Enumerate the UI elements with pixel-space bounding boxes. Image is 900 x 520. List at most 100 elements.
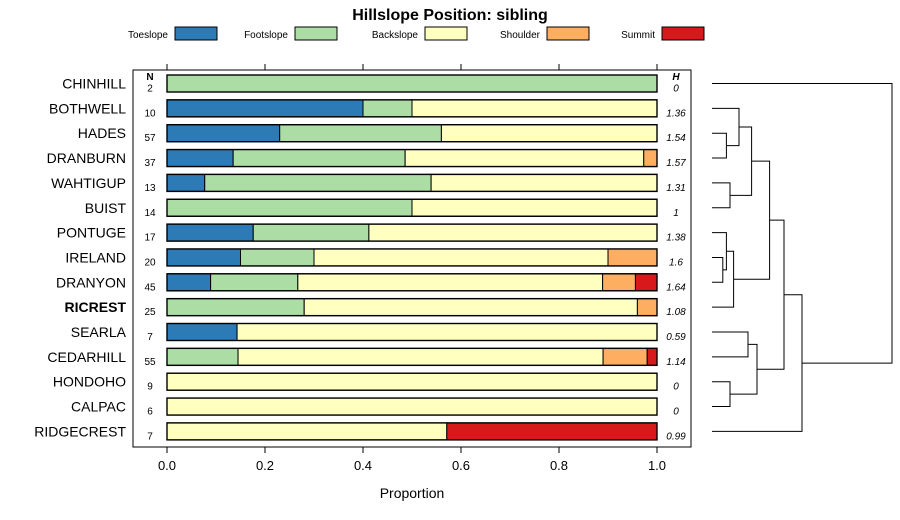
category-label: CALPAC <box>71 399 126 415</box>
legend: Toeslope Footslope Backslope Shoulder Summit <box>128 26 705 41</box>
bar-segment-backslope <box>440 124 658 143</box>
h-value: 1.14 <box>666 357 686 368</box>
h-value: 1.36 <box>666 108 686 119</box>
bar-outline <box>166 372 658 391</box>
bar-segment-footslope <box>166 198 413 217</box>
x-tick-label: 0.8 <box>550 458 568 473</box>
category-label: WAHTIGUP <box>51 175 126 191</box>
category-label: DRANYON <box>56 274 126 290</box>
h-value: 0 <box>673 407 679 418</box>
h-value: 0 <box>673 84 679 95</box>
bar-outline <box>166 248 658 267</box>
h-value: 1.54 <box>666 133 686 144</box>
n-value: 7 <box>147 332 153 343</box>
bar-segment-footslope <box>166 298 305 317</box>
bar-segment-backslope <box>404 149 645 168</box>
category-label: RIDGECREST <box>34 423 126 439</box>
bar-outline <box>166 148 658 168</box>
bar-segment-toeslope <box>166 223 254 242</box>
bar-segment-backslope <box>166 397 658 416</box>
n-value: 9 <box>147 382 153 393</box>
bar-segment-footslope <box>240 248 315 267</box>
bar-segment-footslope <box>362 99 413 118</box>
bar-segment-shoulder <box>607 248 658 267</box>
x-tick-label: 0.4 <box>354 458 372 473</box>
dendrogram <box>712 83 893 432</box>
category-label: HADES <box>78 125 126 141</box>
bar-segment-footslope <box>279 124 442 143</box>
h-value: 1 <box>673 208 679 219</box>
plot-frame <box>132 69 692 448</box>
legend-label-backslope: Backslope <box>372 30 419 41</box>
n-value: 17 <box>144 233 156 244</box>
n-value: 45 <box>144 282 156 293</box>
bar-segment-backslope <box>236 323 658 341</box>
dendrogram-link <box>712 381 731 408</box>
h-value: 1.08 <box>666 307 686 318</box>
category-label: HONDOHO <box>53 374 126 390</box>
h-value: 1.6 <box>669 257 683 268</box>
dendrogram-link <box>712 107 740 147</box>
x-axis-label: Proportion <box>380 485 445 501</box>
legend-label-toeslope: Toeslope <box>128 30 168 41</box>
category-label: DRANBURN <box>47 150 126 166</box>
bar-outline <box>166 223 658 242</box>
x-tick-label: 0.0 <box>158 458 176 473</box>
category-label: BOTHWELL <box>49 100 126 116</box>
legend-swatch-shoulder <box>546 26 590 41</box>
h-value: 1.57 <box>666 158 686 169</box>
bar-segment-summit <box>446 422 658 441</box>
n-value: 6 <box>147 407 153 418</box>
h-value: 0.59 <box>666 332 686 343</box>
h-labels: 0 1.36 1.54 1.57 1.31 1 1.38 1.6 1.64 1.08 0.59 1.1… <box>666 84 686 443</box>
x-tick-label: 0.6 <box>452 458 470 473</box>
dendrogram-link <box>712 182 731 209</box>
bar-segment-footslope <box>252 223 370 242</box>
bars <box>166 74 658 441</box>
legend-label-summit: Summit <box>621 30 655 41</box>
bar-segment-shoulder <box>602 273 636 292</box>
n-value: 2 <box>147 84 153 95</box>
bar-segment-toeslope <box>166 149 234 168</box>
bar-segment-backslope <box>411 198 658 217</box>
category-label: SEARLA <box>71 324 127 340</box>
chart-title: Hillslope Position: sibling <box>352 7 548 24</box>
dendrogram-link <box>757 219 785 370</box>
bar-segment-footslope <box>204 173 432 192</box>
n-value: 37 <box>144 158 156 169</box>
legend-label-footslope: Footslope <box>244 30 288 41</box>
legend-swatch-footslope <box>294 26 338 41</box>
legend-swatch-summit <box>661 26 705 41</box>
n-column-header: N <box>146 72 153 83</box>
dendrogram-link <box>730 126 753 196</box>
h-value: 1.31 <box>666 183 685 194</box>
bar-outline <box>166 297 658 317</box>
n-value: 7 <box>147 431 153 442</box>
dendrogram-link <box>712 256 724 283</box>
n-labels: 2 10 57 37 13 14 17 20 45 25 7 55 9 6 7 <box>144 84 156 443</box>
bar-segment-backslope <box>313 248 609 267</box>
h-column-header: H <box>672 72 680 83</box>
bar-outline <box>166 322 658 342</box>
category-label: BUIST <box>85 200 127 216</box>
n-value: 55 <box>144 357 156 368</box>
dendrogram-link <box>730 343 758 395</box>
bar-segment-footslope <box>210 273 299 292</box>
dendrogram-link <box>712 132 727 159</box>
x-tick-label: 0.2 <box>256 458 274 473</box>
category-labels: CHINHILL BOTHWELL HADES DRANBURN WAHTIGUP BUI… <box>34 76 126 440</box>
bar-segment-footslope <box>166 74 658 93</box>
bar-segment-summit <box>646 347 658 366</box>
bar-segment-toeslope <box>166 323 238 341</box>
category-label: PONTUGE <box>57 225 126 241</box>
dendrogram-link <box>712 83 893 364</box>
n-value: 25 <box>144 307 156 318</box>
bar-segment-footslope <box>232 149 406 168</box>
n-value: 20 <box>144 257 156 268</box>
bar-segment-shoulder <box>643 149 658 168</box>
x-axis: 0.0 0.2 0.4 0.6 0.8 1.0 <box>158 64 666 473</box>
h-value: 1.38 <box>666 233 686 244</box>
bar-outline <box>166 173 658 193</box>
n-value: 10 <box>144 108 156 119</box>
